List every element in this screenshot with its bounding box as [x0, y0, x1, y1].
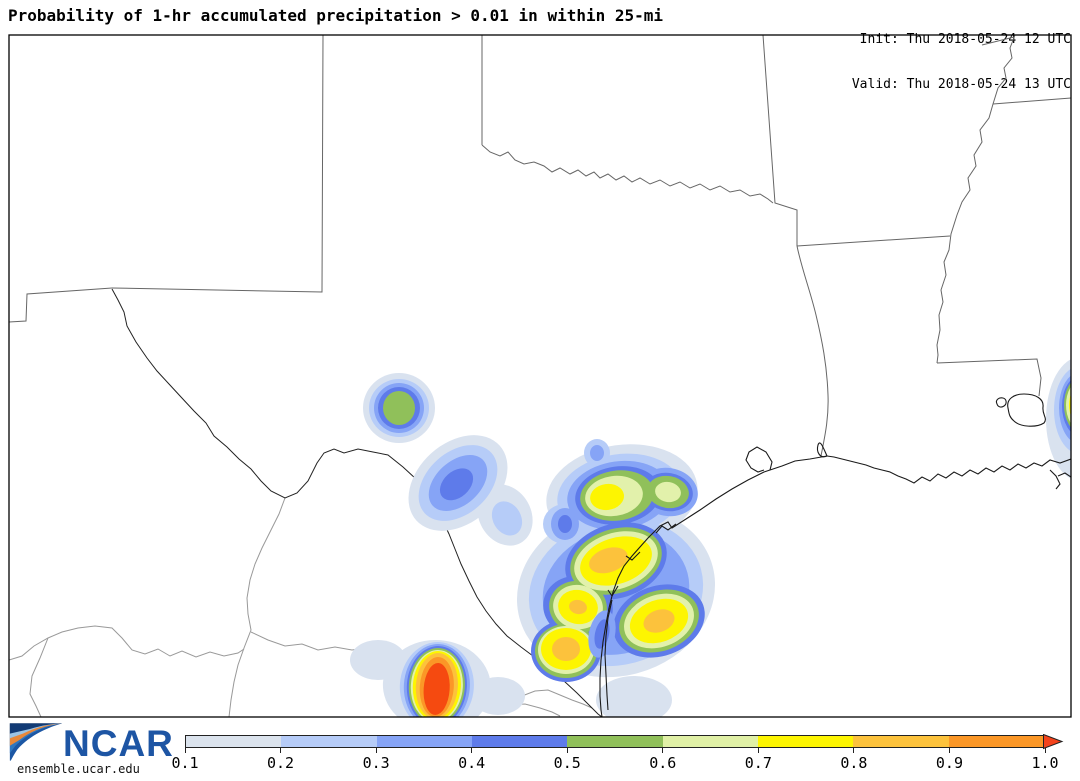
tennessee-mississippi-border [992, 97, 1071, 105]
padre-island [604, 599, 613, 711]
missouri-arkansas-border [981, 36, 1015, 46]
contour-matagorda-orange-0.8 [589, 547, 628, 574]
new-mexico-texas-border [111, 35, 324, 293]
louisiana-mississippi-border [936, 358, 1042, 397]
galveston-bay [745, 446, 773, 473]
colorbar-segment [281, 736, 377, 747]
colorbar-tick-label: 0.3 [362, 754, 390, 772]
colorbar-tick [853, 748, 855, 753]
gulf-coast-louisiana [826, 455, 1071, 484]
colorbar-tick [471, 748, 473, 753]
contour-west-texas-spot-0.5 [383, 391, 415, 425]
aransas-bay [625, 551, 641, 561]
colorbar-segment [186, 736, 282, 747]
valid-time: Valid: Thu 2018-05-24 13 UTC [851, 77, 1071, 92]
ncar-logo-text: NCAR [63, 723, 174, 764]
colorbar-segment [662, 736, 758, 747]
new-mexico-mexico-border [9, 287, 113, 323]
mississippi-delta [1049, 469, 1071, 490]
colorbar-tick-label: 0.9 [935, 754, 963, 772]
texas-louisiana-border [796, 245, 829, 457]
colorbar-tick [566, 748, 568, 753]
colorbar-tick [280, 748, 282, 753]
colorbar-segment [376, 736, 472, 747]
chihuahua-coahuila-border [228, 497, 286, 717]
colorbar-tick-label: 0.5 [553, 754, 581, 772]
contour-louisiana-edge-yellow-0.6 [1066, 386, 1071, 424]
colorbar-segment [567, 736, 663, 747]
colorbar-tick-label: 0.2 [267, 754, 295, 772]
arkansas-louisiana-border [796, 235, 951, 247]
colorbar-segment [757, 736, 854, 747]
gulf-coast-texas [599, 455, 828, 717]
contour-college-station-yellow-0.7 [590, 483, 624, 511]
colorbar-segment [853, 736, 949, 747]
contour-small-blue-dot-west-0.4 [558, 515, 572, 533]
contour-faint-patch-west-0.1 [350, 640, 406, 680]
mexico-border-west [9, 625, 245, 661]
mexico-border-southwest [29, 637, 49, 717]
site-url: ensemble.ucar.edu [17, 762, 140, 776]
lake-pontchartrain [1007, 393, 1046, 427]
colorbar-segment [471, 736, 568, 747]
page-title: Probability of 1-hr accumulated precipit… [8, 6, 664, 25]
probability-colorbar: 0.1 0.2 0.3 0.4 0.5 0.6 0.7 0.8 0.9 1.0 [171, 734, 1064, 772]
colorbar-tick-label: 0.8 [840, 754, 868, 772]
mississippi-river [936, 35, 1016, 364]
ncar-logo-swoosh-navy [9, 723, 63, 734]
contour-rio-grande-red-core-1.0 [423, 663, 450, 715]
colorbar-segment [948, 736, 1044, 747]
contour-blue-extension-se-0.2 [491, 501, 523, 536]
ncar-logo [9, 723, 63, 761]
state-borders [9, 35, 1071, 457]
contour-faint-patch-south-0.1 [471, 677, 525, 715]
colorbar-tick-label: 1.0 [1031, 754, 1059, 772]
contour-small-blue-dot-north-0.3 [590, 445, 604, 461]
coastline [599, 393, 1071, 717]
colorbar-segments [185, 735, 1045, 748]
contour-gulf-orange-east-0.8 [643, 609, 675, 633]
colorbar-tick [948, 748, 950, 753]
colorbar-tick [662, 748, 664, 753]
contour-east-green-lobe-0.6 [655, 481, 681, 503]
matagorda-bay [655, 523, 677, 534]
lake-maurepas [995, 397, 1007, 408]
red-river-border [481, 144, 774, 204]
sabine-lake [816, 442, 828, 458]
init-time: Init: Thu 2018-05-24 12 UTC [859, 32, 1071, 47]
contour-corpus-orange-south-0.8 [552, 637, 580, 661]
colorbar-tick-label: 0.6 [649, 754, 677, 772]
colorbar-tick [375, 748, 377, 753]
rio-grande-river [111, 288, 603, 717]
precip-probability-contours [350, 359, 1071, 717]
contour-inland-yellow-west-0.8 [569, 599, 587, 615]
colorbar-arrow-shape [1043, 734, 1064, 750]
map-frame [8, 34, 1072, 718]
colorbar-tick [1044, 748, 1046, 753]
colorbar-overflow-arrow [1043, 734, 1064, 750]
model-run-times: Init: Thu 2018-05-24 12 UTC Valid: Thu 2… [852, 2, 1071, 122]
contour-edwards-plateau-blue-0.4 [439, 468, 474, 501]
colorbar-tick [184, 748, 186, 753]
colorbar-tick-label: 0.4 [458, 754, 486, 772]
colorbar-tick-label: 0.1 [171, 754, 199, 772]
contour-faint-patch-laguna-0.1 [596, 676, 672, 717]
rio-grande-path [111, 288, 603, 717]
colorbar-tick [757, 748, 759, 753]
colorbar-tick-label: 0.7 [744, 754, 772, 772]
corpus-christi-bay [607, 585, 619, 598]
oklahoma-arkansas-border [762, 35, 798, 246]
